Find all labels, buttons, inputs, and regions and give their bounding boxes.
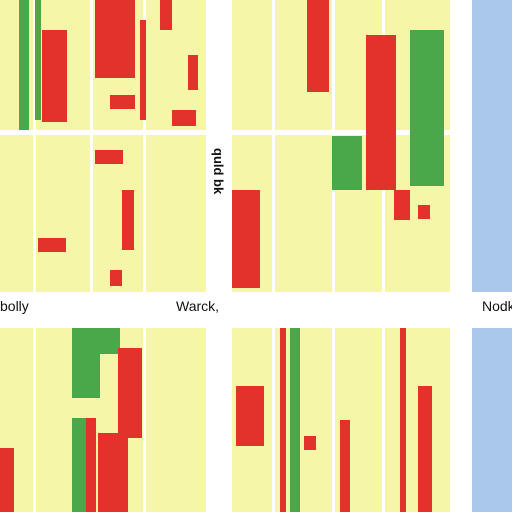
red-block[interactable] xyxy=(280,328,286,512)
red-block[interactable] xyxy=(236,386,264,446)
red-block[interactable] xyxy=(418,205,430,219)
red-block[interactable] xyxy=(95,0,135,78)
grid-panel-bottom-center[interactable] xyxy=(232,328,450,512)
red-block[interactable] xyxy=(172,110,196,126)
scrollbar-bottom-right[interactable] xyxy=(472,328,512,512)
red-block[interactable] xyxy=(110,95,135,109)
red-block[interactable] xyxy=(86,418,96,512)
red-block[interactable] xyxy=(118,348,142,438)
red-block[interactable] xyxy=(42,30,67,122)
red-block[interactable] xyxy=(418,386,432,512)
red-block[interactable] xyxy=(304,436,316,450)
red-block[interactable] xyxy=(140,20,146,120)
red-block[interactable] xyxy=(400,328,406,512)
green-block[interactable] xyxy=(35,0,41,120)
red-block[interactable] xyxy=(340,420,350,512)
red-block[interactable] xyxy=(98,433,128,512)
red-block[interactable] xyxy=(394,190,410,220)
grid-panel-top-center[interactable] xyxy=(232,0,450,292)
red-block[interactable] xyxy=(122,190,134,250)
red-block[interactable] xyxy=(0,448,14,512)
green-block[interactable] xyxy=(410,30,444,186)
red-block[interactable] xyxy=(232,190,260,288)
vertical-label: quld bk xyxy=(211,148,226,195)
green-block[interactable] xyxy=(100,328,120,354)
green-block[interactable] xyxy=(19,0,29,130)
scrollbar-top-right[interactable] xyxy=(472,0,512,292)
row-label-center: Warck, xyxy=(176,298,220,314)
grid-panel-top-left[interactable] xyxy=(0,0,206,292)
green-block[interactable] xyxy=(290,328,300,512)
red-block[interactable] xyxy=(307,0,329,92)
red-block[interactable] xyxy=(95,150,123,164)
red-block[interactable] xyxy=(160,0,172,30)
red-block[interactable] xyxy=(110,270,122,286)
row-label-right: Nodk xyxy=(482,298,512,314)
green-block[interactable] xyxy=(72,418,86,512)
green-block[interactable] xyxy=(332,136,362,190)
red-block[interactable] xyxy=(188,55,198,90)
grid-panel-bottom-left[interactable] xyxy=(0,328,206,512)
red-block[interactable] xyxy=(366,35,396,190)
row-label-left: bolly xyxy=(0,298,29,314)
green-block[interactable] xyxy=(72,328,100,398)
red-block[interactable] xyxy=(38,238,66,252)
